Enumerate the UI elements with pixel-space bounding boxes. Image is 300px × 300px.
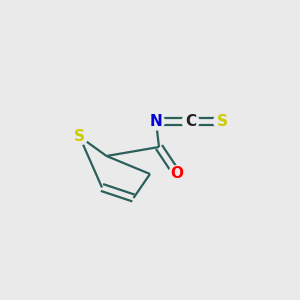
Circle shape [148, 113, 164, 130]
Text: C: C [185, 114, 196, 129]
Circle shape [169, 166, 185, 182]
Circle shape [71, 128, 88, 145]
Text: N: N [150, 114, 162, 129]
Circle shape [214, 113, 230, 130]
Text: O: O [170, 167, 184, 182]
Text: S: S [217, 114, 227, 129]
Circle shape [182, 113, 199, 130]
Text: S: S [74, 129, 85, 144]
